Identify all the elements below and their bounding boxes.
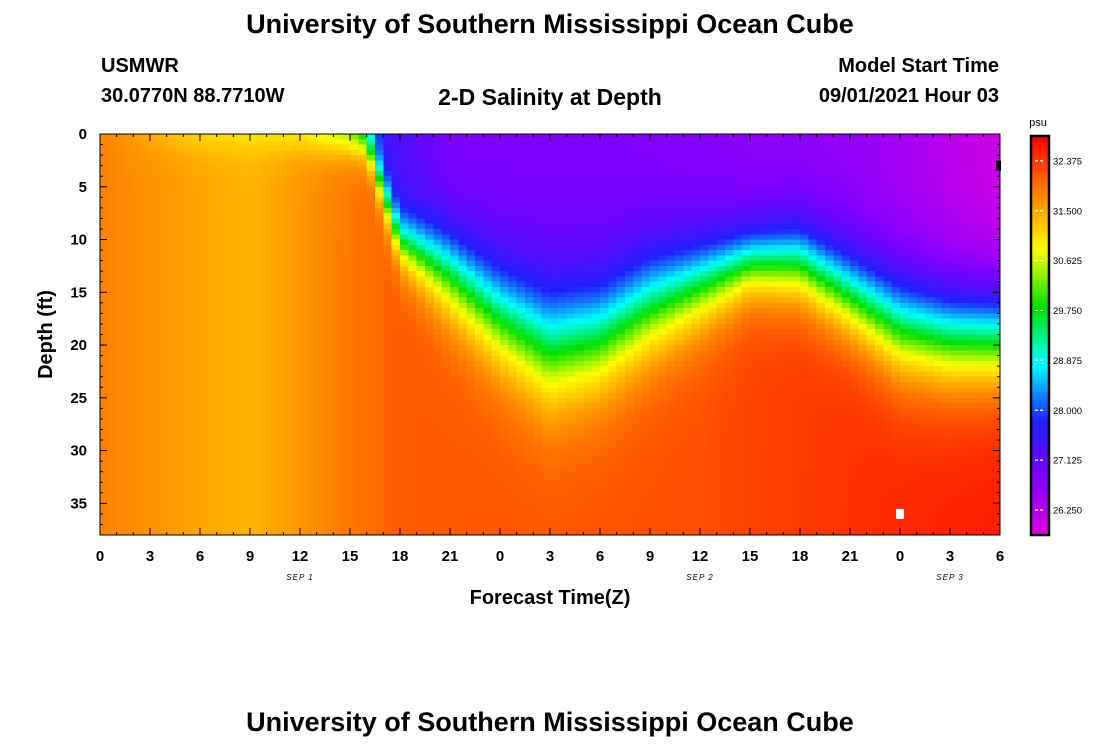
plot-marker-white xyxy=(896,508,904,519)
plot-marker-black xyxy=(996,160,1001,171)
salinity-heatmap xyxy=(100,134,1000,535)
x-tick-label: 3 xyxy=(546,548,554,565)
colorbar: psu 32.375 31.500 30.625 29.750 28.875 28.000… xyxy=(1029,117,1082,537)
y-tick-label: 30 xyxy=(70,443,87,460)
x-tick-label: 18 xyxy=(392,548,409,565)
colorbar-ticks: 32.375 31.500 30.625 29.750 28.875 28.000 27.1… xyxy=(1035,156,1082,517)
x-axis: 0 3 6 9 12 15 18 21 0 3 6 9 12 15 18 21 0 3 6 SEP 1 SEP 2 SEP… xyxy=(96,134,1004,582)
station-id: USMWR xyxy=(101,55,179,77)
y-tick-label: 20 xyxy=(70,337,87,354)
x-tick-label: 6 xyxy=(196,548,204,565)
date-label: SEP 1 xyxy=(286,573,313,582)
y-tick-label: 15 xyxy=(70,284,87,301)
x-tick-label: 3 xyxy=(146,548,154,565)
date-label: SEP 3 xyxy=(936,573,963,582)
x-tick-label: 6 xyxy=(996,548,1004,565)
x-tick-label: 0 xyxy=(496,548,504,565)
colorbar-tick-label: 28.875 xyxy=(1053,356,1082,367)
colorbar-tick-label: 26.250 xyxy=(1053,506,1082,517)
model-start-time: 09/01/2021 Hour 03 xyxy=(818,85,999,107)
x-tick-label: 12 xyxy=(292,548,309,565)
colorbar-tick-label: 32.375 xyxy=(1053,156,1082,167)
colorbar-gradient xyxy=(1031,136,1049,535)
x-tick-label: 0 xyxy=(896,548,904,565)
y-tick-label: 5 xyxy=(79,179,87,196)
x-tick-label: 15 xyxy=(342,548,359,565)
y-tick-label: 10 xyxy=(70,232,87,249)
colorbar-tick-label: 27.125 xyxy=(1053,456,1082,467)
y-tick-label: 25 xyxy=(70,390,87,407)
colorbar-frame xyxy=(1029,134,1051,537)
colorbar-tick-label: 28.000 xyxy=(1053,406,1082,417)
model-start-label: Model Start Time xyxy=(838,55,999,77)
x-tick-label: 12 xyxy=(692,548,709,565)
chart-title: 2-D Salinity at Depth xyxy=(438,84,662,110)
x-tick-label: 3 xyxy=(946,548,954,565)
x-tick-label: 0 xyxy=(96,548,104,565)
x-tick-label: 9 xyxy=(646,548,654,565)
y-axis-label: Depth (ft) xyxy=(35,290,57,379)
date-label: SEP 2 xyxy=(686,573,713,582)
y-tick-label: 0 xyxy=(79,126,87,143)
page-title: University of Southern Mississippi Ocean… xyxy=(246,9,854,39)
x-tick-label: 21 xyxy=(442,548,459,565)
colorbar-tick-label: 30.625 xyxy=(1053,256,1082,267)
y-axis: 0 5 10 15 20 25 30 35 xyxy=(70,126,1000,536)
x-tick-label: 15 xyxy=(742,548,759,565)
x-tick-label: 6 xyxy=(596,548,604,565)
colorbar-tick-label: 31.500 xyxy=(1053,206,1082,217)
y-tick-label: 35 xyxy=(70,495,87,512)
x-tick-label: 9 xyxy=(246,548,254,565)
station-coordinates: 30.0770N 88.7710W xyxy=(101,85,285,107)
footer-title: University of Southern Mississippi Ocean… xyxy=(246,707,854,737)
x-axis-label: Forecast Time(Z) xyxy=(470,587,631,609)
x-tick-label: 18 xyxy=(792,548,809,565)
colorbar-unit: psu xyxy=(1029,117,1047,129)
colorbar-tick-label: 29.750 xyxy=(1053,306,1082,317)
x-tick-label: 21 xyxy=(842,548,859,565)
